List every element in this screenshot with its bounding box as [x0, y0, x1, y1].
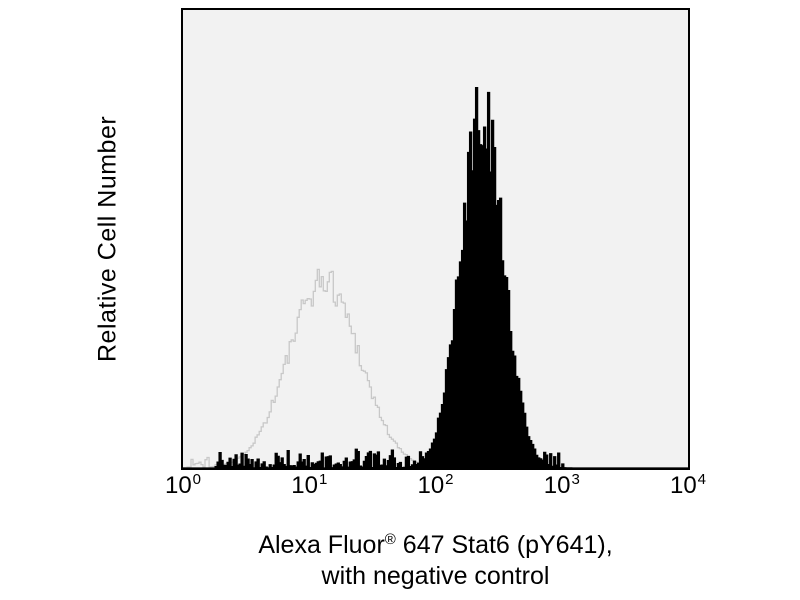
- tick-exponent: 2: [445, 471, 454, 488]
- tick-exponent: 3: [571, 471, 580, 488]
- series-negative-control: [183, 268, 688, 468]
- x-tick-10e3: 103: [543, 471, 580, 499]
- x-axis-ticks: 100 101 102 103 104: [165, 471, 706, 506]
- caption-text-prefix: Alexa Fluor: [258, 531, 385, 559]
- tick-exponent: 4: [697, 471, 707, 488]
- tick-base: 10: [291, 472, 318, 499]
- x-tick-10e2: 102: [417, 471, 454, 499]
- registered-trademark-symbol: ®: [384, 531, 396, 548]
- caption-text-suffix: 647 Stat6 (pY641),: [395, 531, 613, 559]
- tick-base: 10: [417, 472, 445, 499]
- x-tick-10e4: 104: [669, 471, 707, 499]
- tick-exponent: 0: [192, 471, 202, 488]
- tick-base: 10: [669, 472, 697, 499]
- x-axis-caption: Alexa Fluor® 647 Stat6 (pY641), with neg…: [141, 530, 730, 593]
- tick-base: 10: [543, 472, 571, 499]
- series-alexa-fluor-647-stat6-py641: [183, 87, 688, 468]
- x-tick-10e0: 100: [164, 471, 202, 499]
- caption-line-1: Alexa Fluor® 647 Stat6 (pY641),: [141, 530, 730, 561]
- histogram-canvas: [183, 87, 688, 468]
- tick-base: 10: [164, 472, 192, 499]
- tick-exponent: 1: [318, 471, 328, 488]
- x-tick-10e1: 101: [291, 471, 328, 499]
- caption-line-2: with negative control: [321, 562, 550, 591]
- y-axis-label: Relative Cell Number: [93, 115, 122, 363]
- plot-area: [181, 8, 690, 470]
